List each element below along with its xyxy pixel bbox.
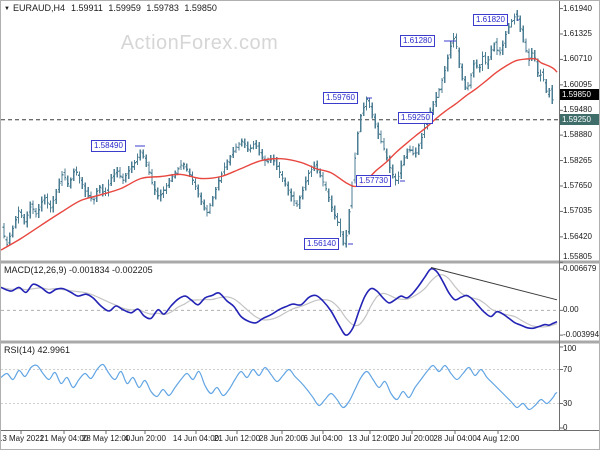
- panel-separator[interactable]: [1, 340, 600, 344]
- price-annotation[interactable]: 1.59760: [323, 92, 358, 104]
- time-axis-label: 13 Jul 12:00: [348, 434, 392, 443]
- rsi-axis-label: 70: [563, 364, 572, 374]
- rsi-axis-label: 30: [563, 398, 572, 408]
- macd-trendline: [430, 267, 558, 301]
- panel-separator[interactable]: [1, 260, 600, 264]
- moving-average-line: [1, 57, 558, 251]
- symbol-dropdown-icon[interactable]: ▼: [4, 6, 10, 12]
- symbol-ohlc-header: ▼ EURAUD,H4 1.59911 1.59959 1.59783 1.5985…: [4, 3, 217, 13]
- price-axis-label: 1.60095: [563, 79, 592, 89]
- price-axis-label: 1.58880: [563, 130, 592, 140]
- price-axis-label: 1.59480: [563, 105, 592, 115]
- price-annotation[interactable]: 1.61820: [473, 14, 508, 26]
- price-annotation[interactable]: 1.59250: [398, 112, 433, 124]
- price-axis-label: 1.57035: [563, 206, 592, 216]
- price-axis-label: 1.57650: [563, 180, 592, 190]
- time-axis-label: 28 Jul 04:00: [433, 434, 477, 443]
- time-axis-label: 21 Jun 12:00: [213, 434, 261, 443]
- watermark: ActionForex.com: [120, 32, 279, 54]
- macd-axis-label: -0.003994: [563, 330, 600, 339]
- price-annotation[interactable]: 1.57730: [356, 175, 391, 187]
- price-axis-label: 1.60710: [563, 54, 592, 64]
- rsi-label: RSI(14) 42.9961: [4, 345, 71, 355]
- time-axis-label: 4 Aug 12:00: [476, 434, 520, 443]
- time-axis-label: 14 Jun 04:00: [172, 434, 220, 443]
- time-axis-label: 20 Jul 20:00: [390, 434, 434, 443]
- macd-signal-line: [1, 274, 558, 328]
- price-axis-label: 1.55805: [563, 252, 592, 261]
- support-level-tag: 1.59250: [560, 114, 599, 126]
- price-bars-series[interactable]: [2, 10, 554, 248]
- macd-main-line: [1, 267, 558, 336]
- rsi-axis-label: 100: [563, 344, 577, 353]
- price-annotation[interactable]: 1.58490: [91, 140, 126, 152]
- macd-axis-label: 0.00: [563, 305, 579, 315]
- price-annotation[interactable]: 1.61280: [400, 35, 435, 47]
- macd-label: MACD(12,26,9) -0.001834 -0.002205: [4, 265, 153, 275]
- time-axis-label: 6 Jul 04:00: [303, 434, 343, 443]
- time-axis-label: 28 Jun 20:00: [258, 434, 306, 443]
- current-price-tag: 1.59850: [560, 89, 599, 101]
- rsi-line: [1, 363, 558, 411]
- price-axis-label: 1.58265: [563, 155, 592, 165]
- rsi-axis-label: 0: [563, 423, 568, 432]
- time-axis-label: 13 May 2021: [0, 434, 45, 443]
- time-axis-label: 4 Jun 20:00: [124, 434, 166, 443]
- time-axis-label: 28 May 12:00: [81, 434, 131, 443]
- time-axis-label: 21 May 04:00: [39, 434, 89, 443]
- macd-axis-label: 0.006679: [563, 263, 597, 273]
- symbol-label: EURAUD,H4: [12, 3, 65, 13]
- ohlc-quote: 1.59911 1.59959 1.59783 1.59850: [70, 3, 217, 13]
- price-axis-label: 1.56420: [563, 231, 592, 241]
- price-axis-label: 1.61940: [563, 3, 592, 13]
- price-annotation[interactable]: 1.56140: [304, 238, 339, 250]
- price-axis-label: 1.61325: [563, 28, 592, 38]
